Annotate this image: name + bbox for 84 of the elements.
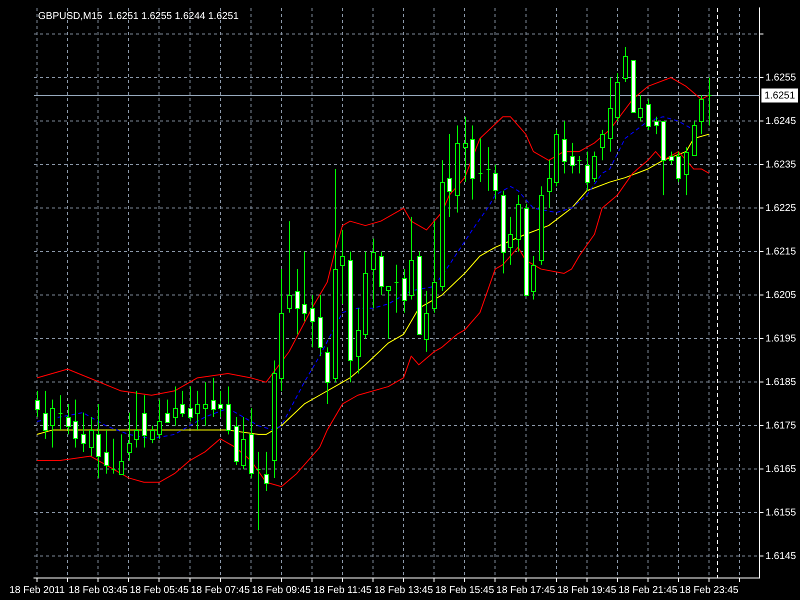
x-tick-label: 18 Feb 07:45 [190, 584, 250, 596]
candlestick [646, 98, 651, 130]
candlestick [547, 160, 552, 209]
x-tick-label: 18 Feb 17:45 [496, 584, 556, 596]
candlestick [707, 77, 712, 126]
candlestick [447, 134, 452, 218]
candlestick [478, 138, 483, 183]
candlestick [89, 416, 94, 457]
y-tick-label: 1.6195 [765, 333, 796, 344]
y-tick-label: 1.6205 [765, 290, 796, 301]
candlestick [577, 155, 582, 174]
x-tick-label: 18 Feb 15:45 [435, 584, 495, 596]
x-tick-label: 18 Feb 21:45 [618, 584, 678, 596]
candlestick [638, 94, 643, 122]
x-tick-label: 18 Feb 23:45 [680, 584, 739, 596]
candlestick [310, 294, 315, 348]
x-tick-label: 18 Feb 2011 [9, 584, 66, 596]
candlestick [570, 142, 575, 174]
candlestick [669, 151, 674, 166]
candlestick [585, 151, 590, 192]
candlestick [66, 403, 71, 435]
candlestick [287, 220, 292, 314]
candlestick [256, 451, 261, 531]
candlestick [81, 412, 86, 452]
y-tick-label: 1.6215 [765, 246, 796, 258]
y-tick-label: 1.6225 [765, 202, 796, 214]
candlestick [104, 430, 109, 474]
candlestick [111, 438, 116, 474]
candlestick [173, 386, 178, 426]
candlestick [134, 390, 139, 448]
candlestick [43, 390, 48, 440]
candlestick [394, 264, 399, 314]
candlestick [218, 390, 223, 418]
candlestick [562, 120, 567, 174]
candlestick [600, 129, 605, 161]
candlestick [188, 386, 193, 422]
candlestick [508, 216, 513, 266]
candlestick [211, 377, 216, 418]
candlestick [340, 229, 345, 304]
x-tick-label: 18 Feb 05:45 [130, 584, 190, 596]
x-tick-label: 18 Feb 11:45 [313, 584, 372, 596]
candlestick [58, 394, 63, 431]
candlestick [592, 151, 597, 183]
candlestick [371, 238, 376, 309]
candlestick [96, 403, 101, 478]
x-tick-label: 18 Feb 09:45 [252, 584, 312, 596]
candlestick [676, 151, 681, 183]
candlestick [119, 434, 124, 475]
candlestick [623, 46, 628, 82]
x-tick-label: 18 Feb 13:45 [374, 584, 434, 596]
candlestick [699, 94, 704, 135]
candlestick [195, 390, 200, 431]
y-tick-label: 1.6155 [765, 507, 796, 518]
y-tick-label: 1.6145 [765, 550, 796, 562]
chart-title: GBPUSD,M15 1.6251 1.6255 1.6244 1.6251 [38, 10, 240, 22]
y-tick-label: 1.6235 [765, 159, 796, 170]
candlestick [493, 164, 498, 200]
x-tick-label: 18 Feb 03:45 [68, 584, 128, 596]
candlestick [203, 382, 208, 426]
candlestick [654, 116, 659, 135]
candlestick [402, 268, 407, 314]
y-tick-label: 1.6165 [765, 464, 796, 475]
candlestick [463, 116, 468, 183]
ref-line-label: 1.6251 [764, 90, 796, 102]
candlestick [386, 286, 391, 340]
candlestick [150, 425, 155, 444]
candlestick [486, 146, 491, 192]
candlestick [73, 399, 78, 448]
candlestick [142, 394, 147, 448]
candlestick [295, 268, 300, 335]
candlestick [157, 399, 162, 440]
candlestick [165, 399, 170, 423]
y-tick-label: 1.6255 [765, 72, 796, 84]
y-tick-label: 1.6245 [765, 116, 796, 127]
x-tick-label: 18 Feb 19:45 [557, 584, 617, 596]
y-tick-label: 1.6175 [765, 420, 796, 432]
candlestick [302, 251, 307, 322]
candlestick [35, 390, 40, 418]
candlestick [180, 390, 185, 418]
candlestick [50, 399, 55, 448]
candlestick [684, 146, 689, 196]
y-tick-label: 1.6185 [765, 376, 796, 388]
candlestick [264, 451, 269, 492]
candlestick [127, 412, 132, 462]
